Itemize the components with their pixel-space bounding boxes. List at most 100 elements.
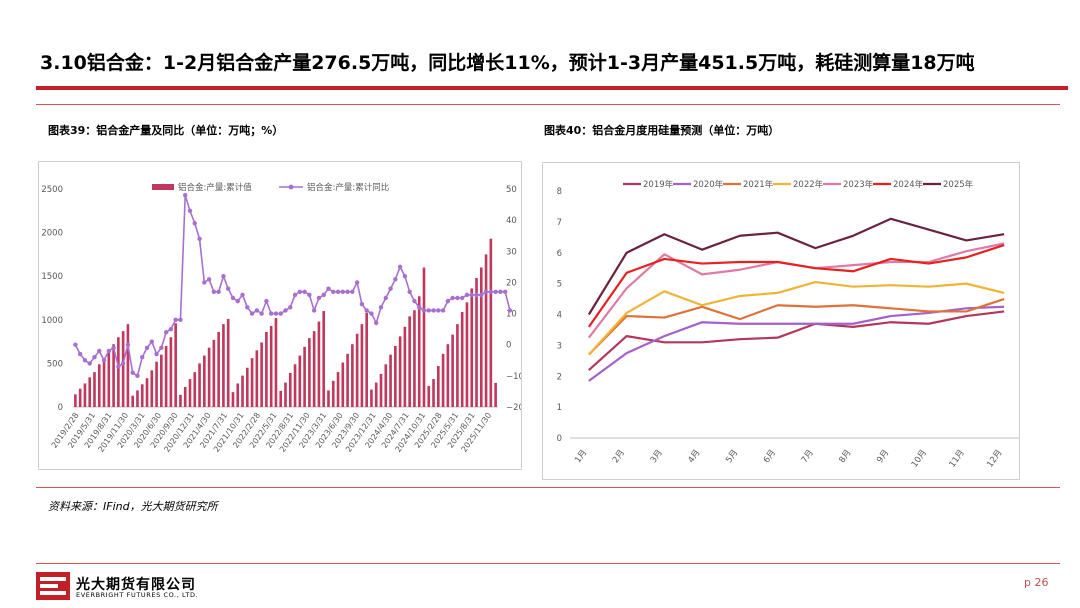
- yoy-point: [154, 351, 159, 357]
- yoy-point: [450, 295, 455, 301]
- legend-label: 2022年: [793, 179, 824, 190]
- yoy-point: [417, 305, 422, 310]
- yoy-point: [455, 295, 460, 301]
- yoy-point: [407, 289, 412, 294]
- yoy-point: [498, 289, 503, 294]
- bar: [112, 344, 115, 407]
- bar: [78, 388, 82, 407]
- bar: [489, 238, 493, 407]
- yoy-point: [345, 289, 350, 294]
- yoy-point: [426, 308, 431, 313]
- bar: [398, 336, 402, 407]
- yoy-point: [378, 305, 384, 310]
- bar: [198, 363, 201, 407]
- x-tick-label: 12月: [985, 448, 1004, 470]
- y-left-tick-label: 1000: [41, 316, 63, 326]
- series-line: [587, 217, 1005, 316]
- yoy-point: [507, 308, 513, 313]
- yoy-point: [216, 289, 221, 294]
- bar: [107, 351, 111, 407]
- fig39-chart: 05001000150020002500−20−1001020304050201…: [41, 182, 524, 454]
- legend-label: 2025年: [943, 179, 974, 190]
- yoy-point: [326, 286, 331, 291]
- yoy-point: [159, 345, 164, 351]
- source-note: 资料来源：IFind，光大期货研究所: [48, 500, 218, 513]
- bar: [422, 267, 426, 407]
- x-tick-label: 5月: [724, 448, 740, 465]
- yoy-point: [163, 330, 169, 335]
- y-right-tick-label: 30: [506, 247, 517, 257]
- bar: [203, 355, 206, 407]
- bar: [336, 372, 340, 407]
- y-tick-label: 7: [557, 218, 562, 228]
- bar: [427, 386, 431, 407]
- yoy-point: [412, 298, 417, 304]
- yoy-point: [297, 289, 303, 294]
- yoy-point: [302, 289, 307, 294]
- yoy-point: [92, 354, 97, 360]
- yoy-point: [245, 305, 250, 310]
- bar: [417, 296, 421, 407]
- yoy-point: [402, 274, 408, 279]
- yoy-point: [125, 342, 131, 347]
- bar: [217, 332, 220, 407]
- yoy-point: [278, 311, 283, 316]
- x-tick-label: 2月: [611, 448, 627, 465]
- yoy-point: [211, 289, 217, 294]
- bar: [475, 277, 478, 407]
- bar: [346, 353, 349, 407]
- bar: [241, 375, 244, 407]
- bar: [274, 318, 278, 407]
- yoy-point: [393, 277, 398, 282]
- bar: [222, 324, 225, 407]
- yoy-point: [130, 370, 135, 375]
- bar: [88, 377, 92, 407]
- x-tick-label: 3月: [649, 448, 665, 465]
- yoy-point: [183, 193, 188, 198]
- bar: [83, 383, 87, 407]
- yoy-point: [369, 311, 374, 316]
- everbright-logo-icon: [36, 572, 70, 600]
- yoy-point: [488, 289, 494, 294]
- yoy-point: [268, 311, 274, 316]
- legend-line-marker: [288, 184, 294, 190]
- legend-label: 2023年: [843, 179, 874, 190]
- y-tick-label: 2: [557, 372, 562, 382]
- series-line: [588, 280, 1005, 356]
- bar: [351, 344, 354, 407]
- bar: [327, 390, 330, 407]
- yoy-point: [307, 292, 312, 298]
- yoy-point: [77, 351, 83, 357]
- bar: [121, 331, 125, 407]
- y-tick-label: 4: [557, 311, 562, 321]
- y-right-tick-label: 10: [506, 310, 517, 320]
- bar: [456, 324, 459, 407]
- yoy-point: [149, 339, 154, 344]
- bar: [360, 324, 364, 407]
- yoy-point: [483, 289, 489, 294]
- bar: [269, 325, 273, 407]
- fig39-title: 图表39：铝合金产量及同比（单位：万吨；%）: [48, 124, 284, 137]
- yoy-point: [240, 292, 245, 298]
- bar: [451, 334, 454, 407]
- bar: [183, 386, 187, 407]
- y-right-tick-label: 50: [506, 185, 517, 195]
- y-left-tick-label: 0: [58, 403, 63, 413]
- legend-label: 2020年: [693, 179, 724, 190]
- bar: [355, 333, 359, 407]
- yoy-point: [292, 292, 298, 298]
- yoy-point: [388, 286, 393, 291]
- yoy-point: [397, 264, 403, 270]
- yoy-point: [459, 295, 465, 301]
- y-right-tick-label: 40: [506, 216, 517, 226]
- yoy-point: [479, 292, 484, 298]
- legend-line-label: 铝合金:产量:累计同比: [307, 182, 389, 193]
- yoy-point: [135, 373, 140, 379]
- yoy-point: [350, 289, 355, 294]
- y-right-tick-label: −20: [506, 403, 521, 413]
- yoy-point: [311, 308, 317, 313]
- yoy-point: [421, 308, 427, 313]
- bar: [174, 323, 177, 407]
- company-name-cn: 光大期货有限公司: [76, 577, 196, 593]
- yoy-point: [469, 292, 474, 298]
